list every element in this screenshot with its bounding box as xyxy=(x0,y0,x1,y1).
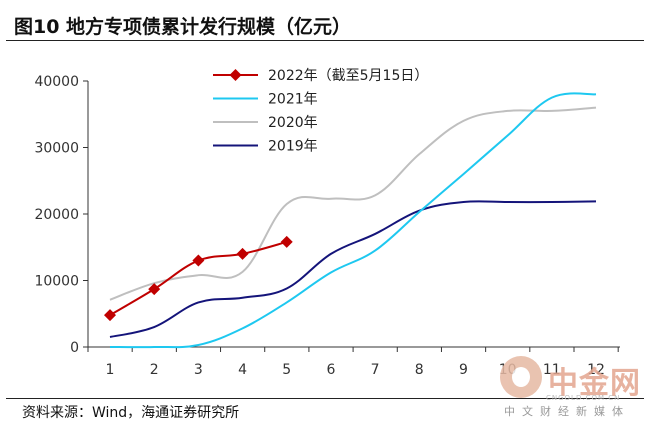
legend-label: 2021年 xyxy=(268,92,318,108)
x-tick-label: 4 xyxy=(238,362,247,378)
chart-title: 图10 地方专项债累计发行规模（亿元） xyxy=(14,16,352,38)
series-line xyxy=(109,240,287,316)
watermark-subtitle: 中文财经新媒体 xyxy=(504,405,630,418)
series-2 xyxy=(109,92,597,349)
y-tick-label: 0 xyxy=(70,340,79,356)
data-point xyxy=(236,247,249,260)
legend-item: 2022年（截至5月15日） xyxy=(213,68,428,84)
watermark: 中金网 CNGOLD.COM.CN 中文财经新媒体 xyxy=(498,352,648,422)
series-1 xyxy=(104,235,293,322)
line-chart: 010000200003000040000123456789101112 202… xyxy=(34,68,620,378)
legend-label: 2020年 xyxy=(268,115,318,131)
x-tick-label: 8 xyxy=(415,362,424,378)
x-tick-label: 11 xyxy=(543,362,561,378)
series-line xyxy=(109,200,597,339)
x-tick-label: 5 xyxy=(282,362,291,378)
legend-label: 2022年（截至5月15日） xyxy=(268,68,428,84)
legend-item: 2019年 xyxy=(213,139,318,155)
series-4 xyxy=(109,200,597,339)
y-tick-label: 30000 xyxy=(34,141,79,157)
x-tick-label: 12 xyxy=(587,362,605,378)
axes: 010000200003000040000123456789101112 xyxy=(34,74,620,378)
x-tick-label: 7 xyxy=(371,362,380,378)
series-line xyxy=(109,106,597,301)
series-3 xyxy=(109,106,597,301)
x-tick-label: 1 xyxy=(106,362,115,378)
watermark-brand: 中金网 xyxy=(548,366,641,401)
source-note: 资料来源：Wind，海通证券研究所 xyxy=(22,405,240,421)
y-tick-label: 20000 xyxy=(34,207,79,223)
title-bar: 图10 地方专项债累计发行规模（亿元） xyxy=(6,8,644,41)
series-line xyxy=(109,92,597,349)
legend-item: 2020年 xyxy=(213,115,318,131)
legend-label: 2019年 xyxy=(268,139,318,155)
legend-item: 2021年 xyxy=(213,92,318,108)
data-point xyxy=(280,235,293,248)
x-tick-label: 2 xyxy=(150,362,159,378)
y-tick-label: 40000 xyxy=(34,74,79,90)
x-tick-label: 3 xyxy=(194,362,203,378)
data-point xyxy=(148,283,161,296)
watermark-logo-icon xyxy=(500,356,542,398)
x-tick-label: 9 xyxy=(459,362,468,378)
legend-marker xyxy=(229,69,242,81)
series-layer xyxy=(104,92,597,349)
source-divider xyxy=(6,398,644,399)
legend: 2022年（截至5月15日） 2021年 2020年 2019年 xyxy=(213,68,428,155)
x-tick-label: 6 xyxy=(326,362,335,378)
y-tick-label: 10000 xyxy=(34,274,79,290)
watermark-domain: CNGOLD.COM.CN xyxy=(546,394,621,402)
data-point xyxy=(192,254,205,267)
data-point xyxy=(104,309,116,322)
